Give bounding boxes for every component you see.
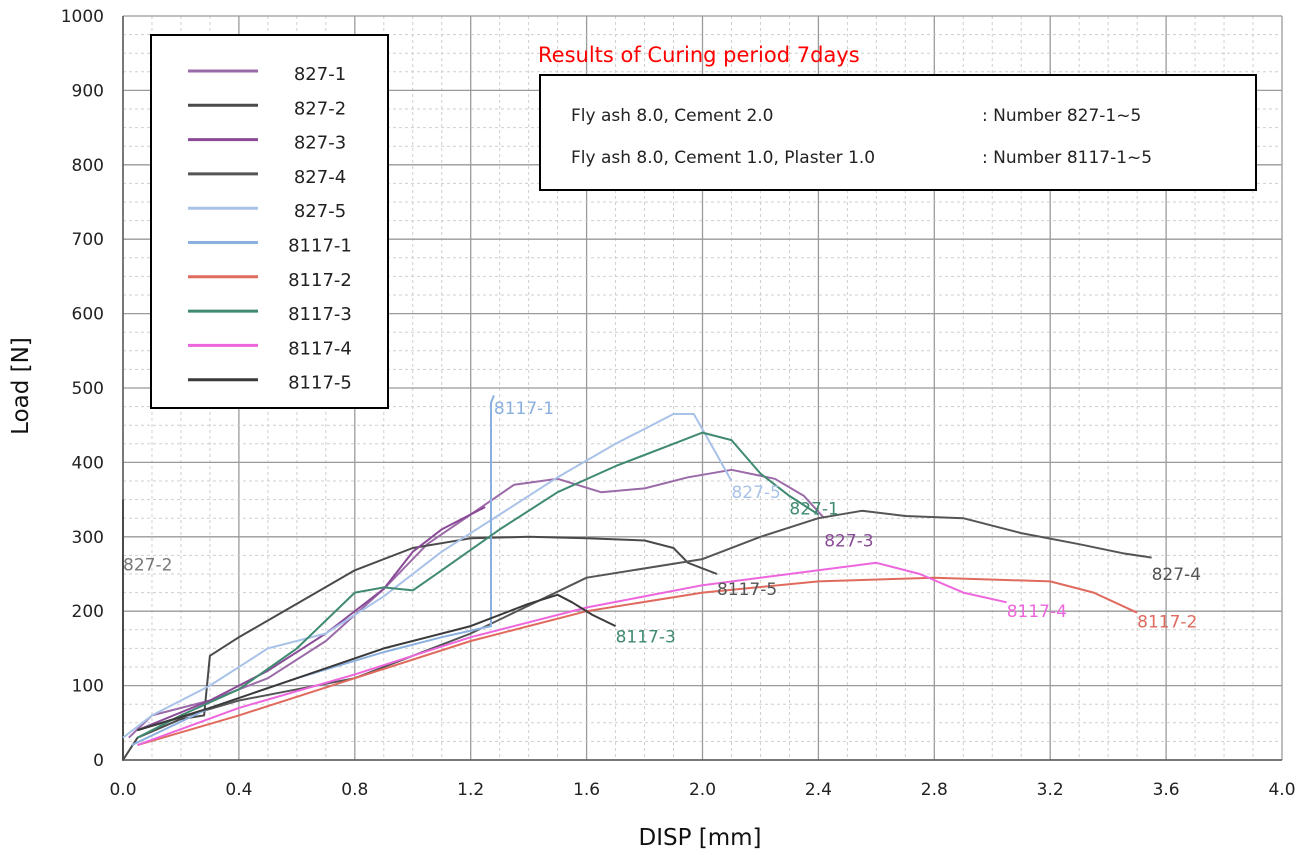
series-line-827-1 — [128, 468, 825, 739]
curve-label-827-1: 827-1 — [789, 499, 838, 519]
y-tick-label: 900 — [72, 81, 104, 101]
series-line-8117-4 — [137, 561, 1007, 747]
annotation: Results of Curing period 7days Fly ash 8… — [538, 43, 1257, 191]
curve-label-827-4: 827-4 — [1152, 565, 1201, 585]
annotation-row-1-material: Fly ash 8.0, Cement 2.0 — [571, 106, 774, 126]
curves — [122, 395, 1152, 761]
legend-label-8117-5: 8117-5 — [288, 373, 352, 394]
series-line-827-2 — [122, 499, 718, 761]
series-line-8117-2 — [137, 576, 1138, 747]
y-tick-label: 300 — [72, 528, 104, 548]
x-tick-labels: 0.0 0.4 0.8 1.2 1.6 2.0 2.4 2.8 3.2 3.6 4.0 — [109, 780, 1295, 800]
legend-label-8117-2: 8117-2 — [288, 270, 352, 291]
series-line-8117-3 — [137, 431, 819, 739]
annotation-row-1-number: : Number 827-1~5 — [982, 106, 1141, 126]
curve-label-8117-1: 8117-1 — [494, 399, 554, 419]
legend: 827-1 827-2 827-3 827-4 827-5 8117-1 8117-2 811… — [150, 34, 389, 409]
y-tick-label: 600 — [72, 305, 104, 325]
legend-label-827-3: 827-3 — [294, 133, 346, 154]
x-tick-label: 0.4 — [225, 780, 252, 800]
x-tick-label: 1.6 — [573, 780, 600, 800]
x-tick-label: 2.8 — [921, 780, 948, 800]
legend-label-827-1: 827-1 — [294, 64, 346, 85]
curve-label-827-3: 827-3 — [824, 531, 873, 551]
x-axis-title: DISP [mm] — [638, 825, 761, 851]
series-line-827-5 — [122, 413, 733, 739]
y-tick-label: 400 — [72, 453, 104, 473]
legend-label-8117-4: 8117-4 — [288, 338, 352, 359]
y-tick-label: 0 — [93, 751, 104, 771]
curve-label-8117-3: 8117-3 — [616, 627, 676, 647]
legend-label-827-5: 827-5 — [294, 201, 346, 222]
y-tick-label: 800 — [72, 156, 104, 176]
annotation-row-2-number: : Number 8117-1~5 — [982, 148, 1152, 168]
y-axis-title: Load [N] — [8, 337, 34, 435]
annotation-row-2-material: Fly ash 8.0, Cement 1.0, Plaster 1.0 — [571, 148, 875, 168]
series-line-8117-5 — [137, 593, 617, 732]
curve-label-8117-5: 8117-5 — [717, 580, 777, 600]
legend-label-8117-1: 8117-1 — [288, 236, 352, 257]
x-tick-label: 3.2 — [1037, 780, 1064, 800]
curve-labels: 8117-1 827-2 827-5 827-1 827-3 8117-5 827-4 811… — [123, 399, 1201, 647]
legend-label-827-2: 827-2 — [294, 98, 346, 119]
x-tick-label: 0.0 — [109, 780, 136, 800]
curve-label-827-2: 827-2 — [123, 555, 172, 575]
y-tick-label: 700 — [72, 230, 104, 250]
series-line-827-3 — [137, 506, 486, 732]
annotation-title: Results of Curing period 7days — [538, 43, 860, 67]
series-line-827-4 — [137, 509, 1152, 732]
curve-label-8117-4: 8117-4 — [1007, 602, 1067, 622]
y-tick-label: 200 — [72, 602, 104, 622]
y-tick-label: 100 — [72, 677, 104, 697]
x-tick-label: 3.6 — [1153, 780, 1180, 800]
y-tick-labels: 0 100 200 300 400 500 600 700 800 900 1000 — [61, 7, 104, 771]
x-tick-label: 2.4 — [805, 780, 832, 800]
x-tick-label: 0.8 — [341, 780, 368, 800]
y-tick-label: 1000 — [61, 7, 104, 27]
y-tick-label: 500 — [72, 379, 104, 399]
x-tick-label: 4.0 — [1268, 780, 1295, 800]
x-tick-label: 2.0 — [689, 780, 716, 800]
curve-label-827-5: 827-5 — [731, 483, 780, 503]
curve-label-8117-2: 8117-2 — [1137, 613, 1197, 633]
legend-label-827-4: 827-4 — [294, 167, 346, 188]
legend-label-8117-3: 8117-3 — [288, 304, 352, 325]
x-tick-label: 1.2 — [457, 780, 484, 800]
